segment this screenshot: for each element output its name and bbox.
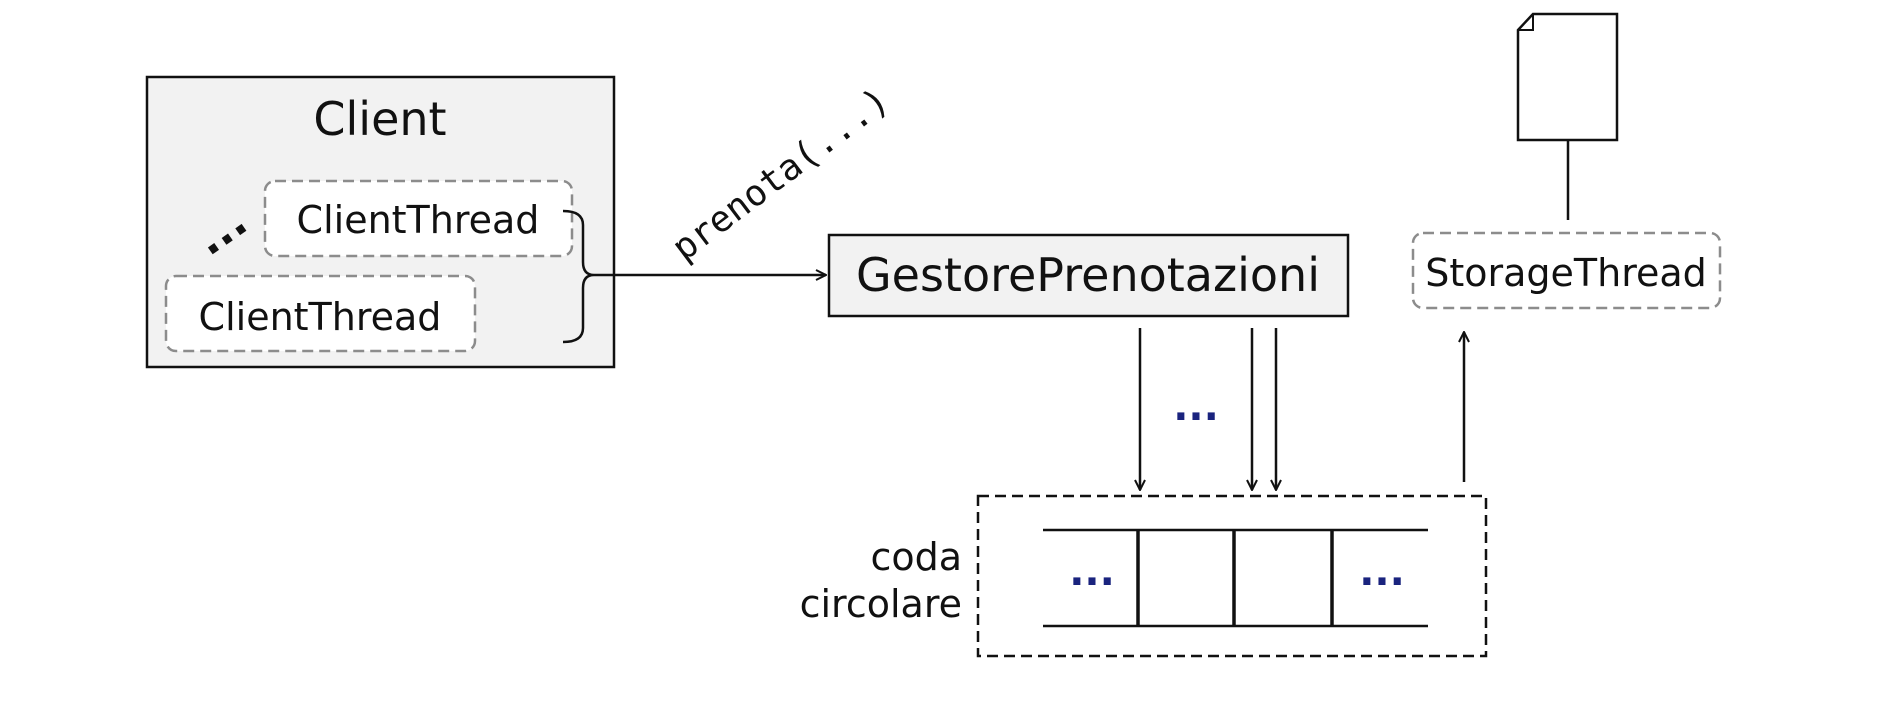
queue-ellipsis-left: ... <box>1069 549 1115 595</box>
storage-thread-box: StorageThread <box>1411 231 1722 310</box>
circular-queue-slots <box>1043 528 1428 628</box>
gestore-prenotazioni-label: GestorePrenotazioni <box>856 248 1320 302</box>
client-thread-back-label: ClientThread <box>297 198 540 242</box>
client-thread-front: ClientThread <box>164 274 477 353</box>
queue-label-line2: circolare <box>800 582 962 626</box>
gestore-prenotazioni-box: GestorePrenotazioni <box>827 233 1350 318</box>
queue-ellipsis-right: ... <box>1359 549 1405 595</box>
queue-label-line1: coda <box>870 535 962 579</box>
storage-thread-label: StorageThread <box>1425 251 1707 295</box>
client-thread-front-label: ClientThread <box>199 295 442 339</box>
file-icon <box>1516 12 1619 142</box>
client-thread-back: ClientThread <box>263 179 574 258</box>
circular-queue-container <box>976 494 1488 658</box>
arrows-ellipsis: ... <box>1173 384 1219 430</box>
client-title: Client <box>313 92 446 146</box>
